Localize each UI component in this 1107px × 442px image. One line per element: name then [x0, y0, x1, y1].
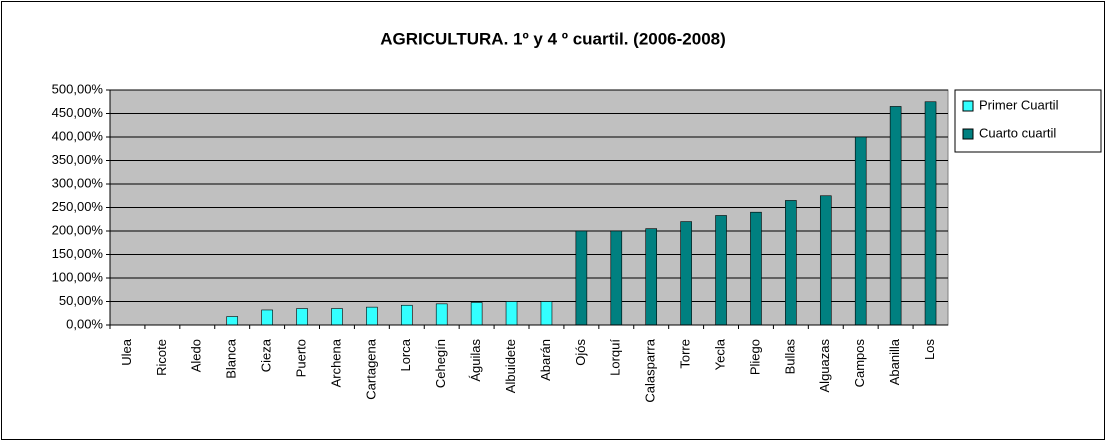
y-tick-label: 400,00%	[52, 128, 104, 143]
y-tick-label: 100,00%	[52, 269, 104, 284]
bar	[226, 316, 239, 326]
x-tick-label: Pliego	[747, 339, 762, 375]
x-tick-label: Cehegín	[433, 339, 448, 388]
x-tick-label: Blanca	[224, 338, 239, 379]
legend-box	[954, 89, 1102, 153]
x-tick-label: Cartagena	[363, 338, 378, 399]
x-tick-label: Archena	[328, 338, 343, 387]
y-tick-label: 50,00%	[59, 293, 104, 308]
legend-swatch	[962, 100, 974, 112]
bar	[819, 195, 832, 326]
bar	[610, 230, 623, 326]
y-tick-label: 0,00%	[66, 316, 103, 331]
y-tick-label: 500,00%	[52, 81, 104, 96]
y-tick-label: 350,00%	[52, 152, 104, 167]
x-tick-label: Los	[922, 339, 937, 360]
bar	[261, 309, 273, 326]
bar	[715, 215, 727, 326]
x-tick-label: Albuidete	[503, 339, 518, 393]
x-tick-label: Abanilla	[887, 338, 902, 385]
x-tick-label: Abarán	[538, 339, 553, 381]
bar	[435, 303, 448, 326]
y-tick-label: 200,00%	[52, 222, 104, 237]
x-tick-label: Águilas	[468, 339, 483, 382]
bar	[505, 301, 518, 326]
legend-label: Cuarto cuartil	[979, 125, 1056, 140]
y-tick-label: 300,00%	[52, 175, 104, 190]
bar	[470, 302, 483, 326]
x-tick-label: Yecla	[712, 338, 727, 370]
x-tick-label: Ricote	[154, 339, 169, 376]
legend-label: Primer Cuartil	[979, 97, 1059, 112]
bar	[785, 200, 797, 326]
x-tick-label: Lorquí	[608, 339, 623, 376]
x-tick-label: Aledo	[189, 339, 204, 372]
x-tick-label: Calasparra	[643, 338, 658, 402]
bar	[854, 136, 867, 326]
bar	[924, 101, 937, 326]
bar	[750, 211, 762, 326]
y-tick-label: 450,00%	[52, 105, 104, 120]
bar	[575, 230, 588, 326]
bar	[889, 106, 902, 326]
x-tick-label: Puerto	[293, 339, 308, 377]
bar	[680, 221, 692, 326]
x-tick-label: Alguazas	[817, 339, 832, 393]
x-tick-label: Torre	[678, 339, 693, 369]
bar	[645, 228, 658, 326]
bar	[296, 308, 308, 326]
bar	[540, 301, 553, 326]
x-tick-label: Ojós	[573, 339, 588, 366]
x-tick-label: Cieza	[259, 338, 274, 372]
bar	[331, 308, 343, 326]
chart-title: AGRICULTURA. 1º y 4 º cuartil. (2006-200…	[380, 29, 726, 48]
y-tick-label: 250,00%	[52, 199, 104, 214]
bar	[366, 306, 378, 326]
y-tick-label: 150,00%	[52, 246, 104, 261]
bar	[400, 304, 413, 326]
legend-swatch	[962, 128, 974, 140]
x-tick-label: Campos	[852, 339, 867, 388]
x-tick-label: Ulea	[119, 338, 134, 366]
x-tick-label: Bullas	[782, 339, 797, 375]
x-tick-label: Lorca	[398, 338, 413, 371]
